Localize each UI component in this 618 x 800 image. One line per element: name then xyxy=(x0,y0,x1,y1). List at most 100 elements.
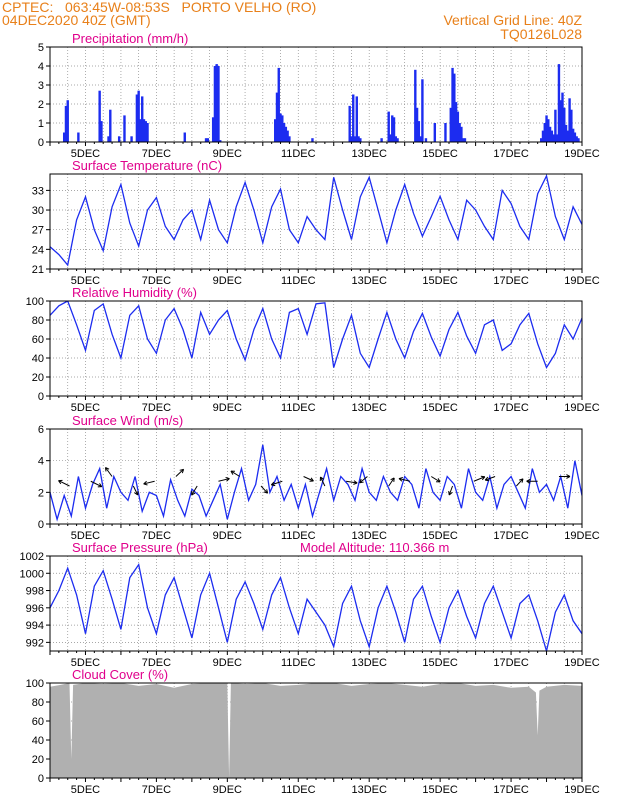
precip-bar xyxy=(540,138,543,142)
precip-bar xyxy=(204,138,208,142)
panel-4: 0 2 4 6 5DEC 7DEC 9DEC 11DEC 13DEC 15DEC 17DEC 19DE… xyxy=(38,413,600,542)
x-tick-label: 19DEC xyxy=(564,657,600,669)
wind-arrow xyxy=(191,485,198,496)
x-tick-label: 9DEC xyxy=(213,657,242,669)
precip-bar xyxy=(415,107,419,142)
x-tick-label: 7DEC xyxy=(142,275,171,287)
y-tick-label: 994 xyxy=(26,620,44,632)
wind-arrow xyxy=(473,476,486,482)
precip-bar xyxy=(561,92,564,142)
precip-bar xyxy=(288,136,291,142)
y-tick-label: 100 xyxy=(26,296,44,308)
precip-bar xyxy=(311,138,314,142)
x-tick-label: 7DEC xyxy=(142,657,171,669)
wind-arrow-head xyxy=(191,490,196,496)
panel-annotation: Model Altitude: 110.366 m xyxy=(300,540,449,555)
x-tick-label: 19DEC xyxy=(564,275,600,287)
series-group xyxy=(50,174,582,267)
panel-frame xyxy=(49,428,583,525)
series-group xyxy=(50,444,582,522)
y-tick-label: 0 xyxy=(38,137,44,149)
x-tick-label: 5DEC xyxy=(71,657,100,669)
wind-arrow-head xyxy=(480,475,486,481)
precip-bar xyxy=(275,92,279,142)
panel-3: 0 20 40 60 80 100 5DEC 7DEC 9DEC 11DEC 13DEC 15DEC 1… xyxy=(26,285,600,414)
precip-bar xyxy=(123,115,126,142)
precip-bar xyxy=(547,119,550,142)
precip-bar xyxy=(419,136,422,142)
y-tick-label: 60 xyxy=(32,716,44,728)
precip-bar xyxy=(568,98,571,142)
wind-arrow xyxy=(132,485,139,496)
x-tick-label: 5DEC xyxy=(71,784,100,796)
precip-bar xyxy=(463,138,467,142)
precip-bar xyxy=(396,138,399,142)
wind-arrow xyxy=(143,480,155,485)
x-tick-label: 11DEC xyxy=(281,657,316,669)
precip-bar xyxy=(424,138,428,142)
y-tick-label: 20 xyxy=(32,754,44,766)
panel-title: Precipitation (mm/h) xyxy=(72,31,188,46)
y-tick-label: 30 xyxy=(32,205,44,217)
y-tick-label: 60 xyxy=(32,334,44,346)
y-tick-label: 992 xyxy=(26,637,44,649)
precip-bar xyxy=(353,136,357,142)
panel-title: Surface Temperature (nC) xyxy=(72,158,222,173)
precip-bar xyxy=(141,96,144,142)
series-line xyxy=(50,301,582,370)
precip-bar xyxy=(541,130,545,142)
x-tick-label: 9DEC xyxy=(213,530,242,542)
precip-bar xyxy=(550,130,554,142)
x-tick-label: 15DEC xyxy=(422,784,458,796)
precip-bar xyxy=(348,105,351,142)
precip-bar xyxy=(355,96,358,142)
wind-arrow xyxy=(218,478,230,482)
wind-arrow-head xyxy=(359,478,364,484)
precip-bar xyxy=(392,117,396,142)
header-code: TQ0126L028 xyxy=(500,26,582,42)
series-group xyxy=(50,301,582,370)
precip-bar xyxy=(146,123,149,142)
precip-bar xyxy=(352,94,355,142)
y-tick-label: 40 xyxy=(32,353,44,365)
x-tick-label: 11DEC xyxy=(281,402,316,414)
precip-bar xyxy=(566,130,570,142)
wind-arrow xyxy=(320,476,326,487)
wind-arrow-head xyxy=(230,470,235,475)
precip-bar xyxy=(577,138,580,142)
wind-arrow xyxy=(431,476,441,483)
y-tick-label: 0 xyxy=(38,519,44,531)
wind-arrow xyxy=(448,485,454,496)
panel-title: Cloud Cover (%) xyxy=(72,667,168,682)
precip-bar xyxy=(461,138,465,142)
precip-bar xyxy=(142,119,146,142)
wind-arrow xyxy=(516,478,524,487)
y-tick-label: 2 xyxy=(38,487,44,499)
wind-arrow xyxy=(58,480,70,487)
precip-bar xyxy=(564,124,568,142)
y-tick-label: 2 xyxy=(38,99,44,111)
precip-bar xyxy=(62,132,66,142)
precip-bar xyxy=(219,140,222,142)
wind-arrow xyxy=(346,480,358,484)
x-tick-label: 19DEC xyxy=(564,148,600,160)
x-tick-label: 19DEC xyxy=(564,784,600,796)
y-tick-label: 21 xyxy=(32,264,44,276)
precip-bar xyxy=(279,113,282,142)
precip-bar xyxy=(66,100,69,142)
panel-frame xyxy=(49,555,583,652)
series-line xyxy=(50,444,582,522)
series-group xyxy=(50,683,582,778)
x-tick-label: 17DEC xyxy=(493,784,529,796)
y-tick-label: 6 xyxy=(38,424,44,436)
series-group xyxy=(62,64,580,142)
precip-bar xyxy=(274,119,277,142)
x-tick-label: 19DEC xyxy=(564,530,600,542)
precip-bar xyxy=(281,115,284,142)
series-group xyxy=(50,562,582,651)
precip-bar xyxy=(213,66,217,142)
series-line xyxy=(50,562,582,651)
x-tick-label: 11DEC xyxy=(281,784,316,796)
precip-bar xyxy=(380,138,383,142)
